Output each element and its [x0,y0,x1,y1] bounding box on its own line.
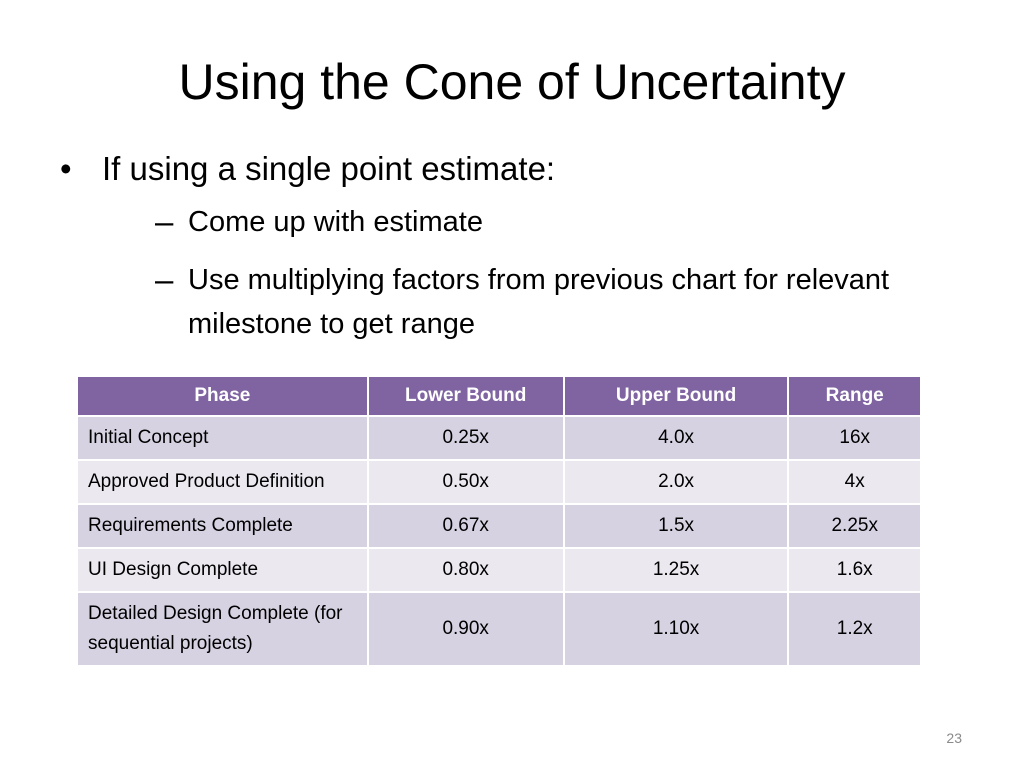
table-row: Detailed Design Complete (for sequential… [76,591,922,667]
cell-phase: Detailed Design Complete (for sequential… [76,591,369,667]
cell-phase: Requirements Complete [76,503,369,549]
cell-upper-bound: 1.25x [562,547,790,593]
cell-range: 16x [787,415,922,461]
slide-title: Using the Cone of Uncertainty [178,54,846,110]
sub-bullet-marker: – [155,261,174,298]
cell-upper-bound: 4.0x [562,415,790,461]
sub-bullet-item: – Come up with estimate [102,200,960,244]
sub-bullet-text: Come up with estimate [188,206,483,238]
table-row: UI Design Complete 0.80x 1.25x 1.6x [76,547,922,593]
cell-lower-bound: 0.25x [366,415,565,461]
table-row: Initial Concept 0.25x 4.0x 16x [76,415,922,461]
sub-bullet-item: – Use multiplying factors from previous … [102,258,960,346]
cell-lower-bound: 0.80x [366,547,565,593]
cell-upper-bound: 1.10x [562,591,790,667]
cell-range: 1.2x [787,591,922,667]
cell-range: 2.25x [787,503,922,549]
cell-range: 1.6x [787,547,922,593]
cell-range: 4x [787,459,922,505]
bullet-text: If using a single point estimate: [102,150,556,187]
sub-bullet-list: – Come up with estimate – Use multiplyin… [102,200,960,346]
page-number: 23 [946,730,962,746]
sub-bullet-marker: – [155,203,174,240]
table-row: Requirements Complete 0.67x 1.5x 2.25x [76,503,922,549]
header-phase: Phase [76,375,369,417]
cell-phase: UI Design Complete [76,547,369,593]
bullet-item: • If using a single point estimate: – Co… [60,146,960,346]
cell-upper-bound: 2.0x [562,459,790,505]
table-row: Approved Product Definition 0.50x 2.0x 4… [76,459,922,505]
bullet-marker: • [60,150,72,187]
cell-upper-bound: 1.5x [562,503,790,549]
cell-lower-bound: 0.50x [366,459,565,505]
sub-bullet-text: Use multiplying factors from previous ch… [188,264,890,340]
header-upper-bound: Upper Bound [562,375,790,417]
cell-lower-bound: 0.67x [366,503,565,549]
header-range: Range [787,375,922,417]
table-header-row: Phase Lower Bound Upper Bound Range [76,375,922,417]
cell-phase: Approved Product Definition [76,459,369,505]
cell-lower-bound: 0.90x [366,591,565,667]
uncertainty-table: Phase Lower Bound Upper Bound Range Init… [76,375,922,667]
header-lower-bound: Lower Bound [366,375,565,417]
bullet-list: • If using a single point estimate: – Co… [60,146,960,360]
cell-phase: Initial Concept [76,415,369,461]
